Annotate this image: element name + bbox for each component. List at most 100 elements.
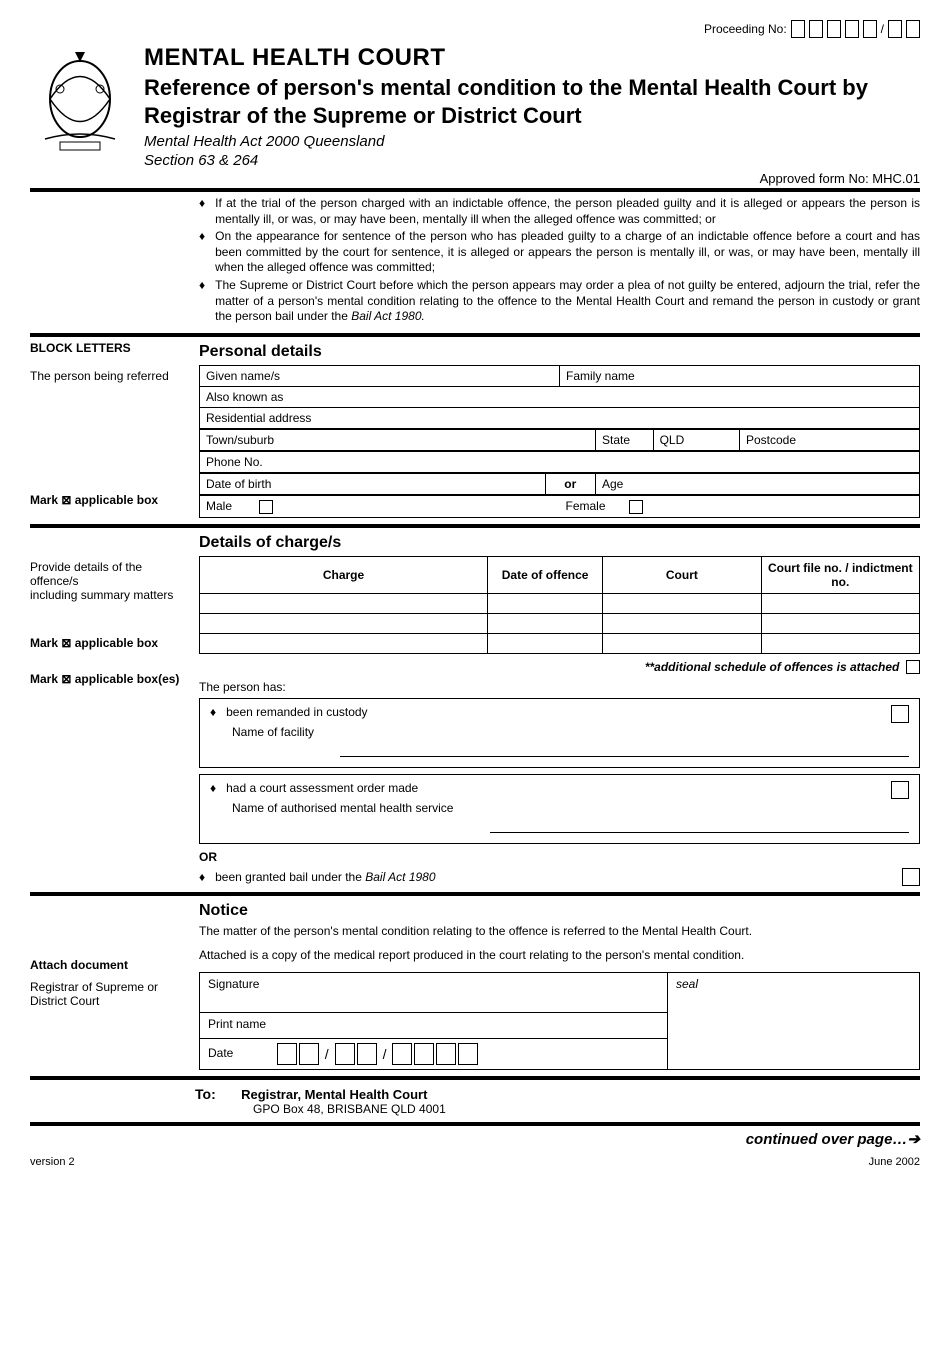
male-checkbox[interactable] (259, 500, 273, 514)
date-box[interactable] (299, 1043, 319, 1065)
table-row (200, 613, 920, 633)
personal-details-title: Personal details (199, 343, 920, 361)
or-label: or (564, 477, 576, 491)
postcode-label: Postcode (746, 433, 796, 447)
intro-bullet-2: On the appearance for sentence of the pe… (215, 229, 920, 276)
mark-box-label-3: Mark ⊠ applicable box(es) (30, 672, 187, 686)
facility-label: Name of facility (232, 725, 314, 739)
proceeding-box-7[interactable] (906, 20, 920, 38)
proceeding-box-5[interactable] (863, 20, 877, 38)
crest-icon (30, 44, 130, 164)
charges-section: Provide details of the offence/s includi… (30, 528, 920, 891)
table-row (200, 633, 920, 653)
person-referred-label: The person being referred (30, 369, 187, 383)
dob-label: Date of birth (206, 477, 271, 491)
date-box[interactable] (335, 1043, 355, 1065)
date-box[interactable] (357, 1043, 377, 1065)
bail-act-label: Bail Act 1980 (365, 870, 435, 884)
header: MENTAL HEALTH COURT Reference of person'… (30, 44, 920, 169)
state-label: State (602, 433, 630, 447)
arrow-icon: ➔ (907, 1131, 920, 1148)
attach-doc-label: Attach document (30, 958, 187, 972)
service-label: Name of authorised mental health service (232, 801, 453, 815)
proceeding-box-3[interactable] (827, 20, 841, 38)
date-box[interactable] (277, 1043, 297, 1065)
gender-row: Male Female (199, 495, 920, 518)
town-label: Town/suburb (206, 433, 274, 447)
service-input-line[interactable] (490, 819, 909, 833)
version-label: version 2 (30, 1156, 75, 1168)
proceeding-no-label: Proceeding No: (704, 22, 787, 36)
court-name: MENTAL HEALTH COURT (144, 44, 920, 72)
date-boxes: / / (277, 1043, 479, 1065)
bail-checkbox[interactable] (902, 868, 920, 886)
continued-label: continued over page…➔ (30, 1130, 920, 1148)
proceeding-no-row: Proceeding No: / (30, 20, 920, 38)
intro-bullet-1: If at the trial of the person charged wi… (215, 196, 920, 227)
act-line-1: Mental Health Act 2000 Queensland (144, 133, 920, 150)
additional-schedule-label: **additional schedule of offences is att… (645, 660, 900, 674)
aka-label: Also known as (206, 390, 283, 404)
state-value: QLD (660, 433, 685, 447)
phone-row: Phone No. (199, 451, 920, 473)
table-row (200, 593, 920, 613)
footer-date: June 2002 (869, 1156, 920, 1168)
diamond-icon: ♦ (199, 278, 205, 325)
assessment-label: had a court assessment order made (226, 781, 418, 795)
registrar-label: Registrar of Supreme or District Court (30, 980, 187, 1008)
additional-schedule-checkbox[interactable] (906, 660, 920, 674)
proceeding-slash: / (881, 22, 884, 36)
or-divider: OR (199, 844, 920, 868)
diamond-icon: ♦ (199, 229, 205, 276)
col-charge: Charge (200, 556, 488, 593)
additional-schedule-row: **additional schedule of offences is att… (199, 660, 920, 675)
footer: version 2 June 2002 (30, 1156, 920, 1168)
phone-label: Phone No. (206, 455, 263, 469)
to-line-2: GPO Box 48, BRISBANE QLD 4001 (253, 1102, 920, 1116)
seal-label: seal (676, 977, 698, 991)
to-section: To: Registrar, Mental Health Court GPO B… (30, 1080, 920, 1120)
notice-title: Notice (199, 902, 920, 920)
intro-bullet-3: The Supreme or District Court before whi… (215, 278, 920, 325)
to-label: To: (195, 1086, 216, 1102)
charges-title: Details of charge/s (199, 534, 920, 552)
divider-bottom (30, 1122, 920, 1126)
offence-details-label: Provide details of the offence/s includi… (30, 560, 187, 602)
proceeding-box-2[interactable] (809, 20, 823, 38)
col-date: Date of offence (488, 556, 603, 593)
col-fileno: Court file no. / indictment no. (761, 556, 919, 593)
charges-table: Charge Date of offence Court Court file … (199, 556, 920, 654)
family-name-label: Family name (566, 369, 635, 383)
intro-section: ♦ If at the trial of the person charged w… (30, 192, 920, 331)
notice-section: Attach document Registrar of Supreme or … (30, 896, 920, 1074)
female-label: Female (566, 499, 606, 513)
proceeding-box-4[interactable] (845, 20, 859, 38)
female-checkbox[interactable] (629, 500, 643, 514)
col-court: Court (603, 556, 761, 593)
proceeding-box-1[interactable] (791, 20, 805, 38)
person-has-label: The person has: (199, 680, 920, 694)
assessment-checkbox[interactable] (891, 781, 909, 799)
remanded-checkbox[interactable] (891, 705, 909, 723)
signature-table: Signature seal Print name Date / / (199, 972, 920, 1070)
assessment-block: ♦ had a court assessment order made Name… (199, 774, 920, 844)
date-box[interactable] (392, 1043, 412, 1065)
diamond-icon: ♦ (199, 196, 205, 227)
date-box[interactable] (458, 1043, 478, 1065)
form-title: Reference of person's mental condition t… (144, 74, 920, 129)
bail-label: been granted bail under the (215, 870, 365, 884)
date-box[interactable] (414, 1043, 434, 1065)
personal-details-table: Given name/s Family name Also known as R… (199, 365, 920, 429)
dob-row: Date of birth or Age (199, 473, 920, 495)
proceeding-box-6[interactable] (888, 20, 902, 38)
given-name-label: Given name/s (206, 369, 280, 383)
act-line-2: Section 63 & 264 (144, 152, 920, 169)
title-block: MENTAL HEALTH COURT Reference of person'… (144, 44, 920, 169)
block-letters-label: BLOCK LETTERS (30, 341, 187, 355)
mark-box-label-1: Mark ⊠ applicable box (30, 493, 187, 507)
facility-input-line[interactable] (340, 743, 909, 757)
date-box[interactable] (436, 1043, 456, 1065)
notice-para-2: Attached is a copy of the medical report… (199, 948, 920, 962)
mark-box-label-2: Mark ⊠ applicable box (30, 636, 187, 650)
address-label: Residential address (206, 411, 311, 425)
